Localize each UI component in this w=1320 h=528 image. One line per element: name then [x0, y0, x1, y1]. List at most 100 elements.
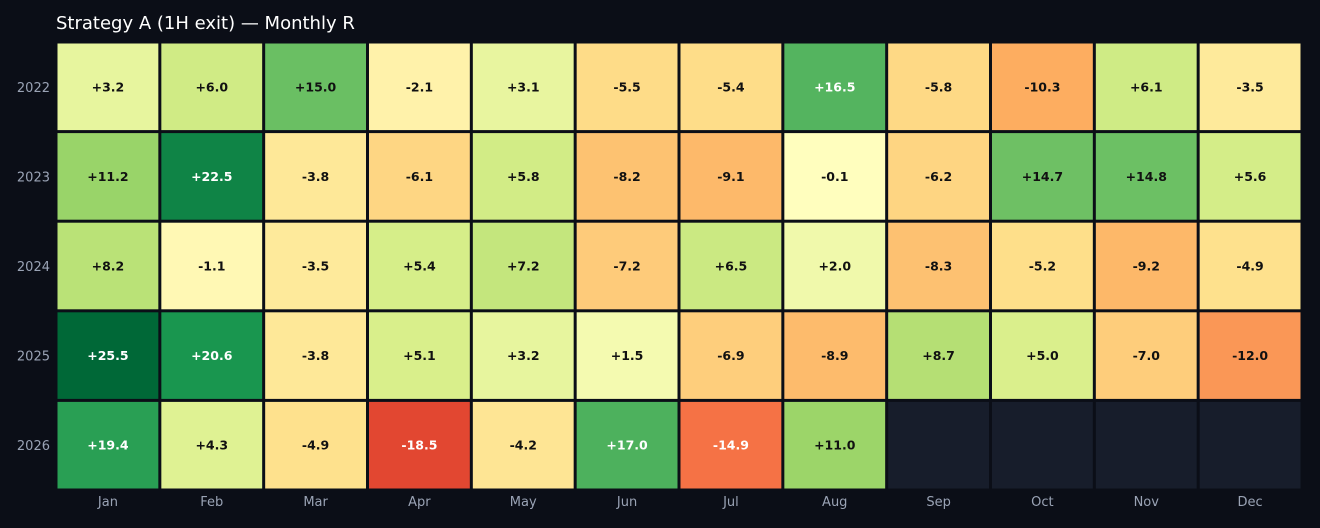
cell-2025-sep — [888, 312, 989, 399]
cell-2023-jul — [680, 133, 782, 220]
cell-label-2022-may: +3.1 — [507, 79, 540, 94]
cell-label-2026-jun: +17.0 — [606, 438, 648, 453]
cell-2026-jul — [680, 401, 782, 489]
cell-label-2022-jan: +3.2 — [92, 79, 125, 94]
cell-2024-jun — [576, 222, 678, 310]
cell-label-2025-mar: -3.8 — [302, 348, 329, 363]
cell-label-2026-jan: +19.4 — [87, 438, 129, 453]
cell-2024-dec — [1199, 222, 1301, 310]
cell-2025-feb — [161, 312, 263, 399]
cell-2024-feb — [161, 222, 263, 310]
cell-2025-jan — [57, 312, 159, 399]
cell-label-2026-may: -4.2 — [510, 438, 537, 453]
cell-2024-nov — [1095, 222, 1197, 310]
cell-label-2024-may: +7.2 — [507, 259, 540, 274]
cell-2024-jul — [680, 222, 782, 310]
cell-2023-apr — [369, 133, 470, 220]
cell-label-2025-jun: +1.5 — [611, 348, 644, 363]
chart-title: Strategy A (1H exit) — Monthly R — [56, 13, 355, 34]
cell-label-2025-apr: +5.1 — [403, 348, 436, 363]
cell-label-2024-nov: -9.2 — [1133, 259, 1160, 274]
column-label-jan: Jan — [97, 495, 118, 510]
cell-label-2024-apr: +5.4 — [403, 259, 436, 274]
row-label-2023: 2023 — [17, 170, 50, 185]
cell-label-2024-dec: -4.9 — [1236, 259, 1263, 274]
row-label-2022: 2022 — [17, 81, 50, 96]
cell-2025-jun — [576, 312, 678, 399]
cell-label-2022-mar: +15.0 — [295, 79, 337, 94]
cell-2026-dec — [1199, 401, 1301, 489]
cell-2022-oct — [992, 43, 1093, 131]
cell-label-2024-feb: -1.1 — [198, 259, 225, 274]
cell-2024-sep — [888, 222, 989, 310]
cell-label-2026-feb: +4.3 — [195, 438, 228, 453]
cell-2026-jan — [57, 401, 159, 489]
cell-label-2022-jul: -5.4 — [717, 79, 745, 94]
cell-2026-may — [472, 401, 574, 489]
cell-label-2023-jul: -9.1 — [717, 169, 744, 184]
cell-label-2022-oct: -10.3 — [1024, 79, 1060, 94]
cell-2025-nov — [1095, 312, 1197, 399]
heatmap-cells: +3.2 +6.0 +15.0 -2.1 +3.1 -5.5 -5.4 +16.5 -5.8 -1… — [57, 43, 1301, 489]
cell-2026-feb — [161, 401, 263, 489]
cell-2022-jan — [57, 43, 159, 131]
cell-2022-apr — [369, 43, 470, 131]
cell-label-2023-dec: +5.6 — [1234, 169, 1267, 184]
cell-label-2025-jan: +25.5 — [87, 348, 128, 363]
cell-2023-aug — [784, 133, 886, 220]
cell-label-2024-mar: -3.5 — [302, 259, 329, 274]
cell-2023-oct — [992, 133, 1093, 220]
cell-2026-aug — [784, 401, 886, 489]
cell-label-2024-oct: -5.2 — [1029, 259, 1056, 274]
cell-2024-apr — [369, 222, 470, 310]
cell-label-2023-sep: -6.2 — [925, 169, 952, 184]
cell-label-2026-aug: +11.0 — [814, 438, 856, 453]
cell-label-2025-nov: -7.0 — [1133, 348, 1161, 363]
cell-2023-dec — [1199, 133, 1301, 220]
cell-2026-oct — [992, 401, 1093, 489]
cell-label-2026-apr: -18.5 — [401, 438, 437, 453]
cell-label-2024-jun: -7.2 — [613, 259, 640, 274]
cell-2023-mar — [265, 133, 366, 220]
cell-label-2022-apr: -2.1 — [406, 79, 433, 94]
cell-2023-nov — [1095, 133, 1197, 220]
cell-2025-mar — [265, 312, 366, 399]
cell-2022-jul — [680, 43, 782, 131]
cell-label-2023-jun: -8.2 — [613, 169, 640, 184]
cell-2022-sep — [888, 43, 989, 131]
cell-2023-sep — [888, 133, 989, 220]
cell-2025-may — [472, 312, 574, 399]
cell-2022-dec — [1199, 43, 1301, 131]
cell-label-2022-dec: -3.5 — [1236, 79, 1263, 94]
cell-2023-feb — [161, 133, 263, 220]
cell-2024-aug — [784, 222, 886, 310]
cell-label-2025-may: +3.2 — [507, 348, 540, 363]
cell-label-2023-may: +5.8 — [507, 169, 540, 184]
cell-2026-apr — [369, 401, 470, 489]
cell-2024-jan — [57, 222, 159, 310]
cell-label-2023-jan: +11.2 — [87, 169, 128, 184]
cell-label-2026-jul: -14.9 — [713, 438, 749, 453]
column-label-dec: Dec — [1238, 495, 1263, 510]
cell-2022-mar — [265, 43, 366, 131]
cell-label-2023-oct: +14.7 — [1022, 169, 1063, 184]
column-label-may: May — [510, 495, 537, 510]
column-label-apr: Apr — [408, 495, 431, 510]
cell-label-2025-aug: -8.9 — [821, 348, 848, 363]
column-label-sep: Sep — [926, 495, 951, 510]
cell-2026-nov — [1095, 401, 1197, 489]
cell-2026-sep — [888, 401, 989, 489]
column-label-oct: Oct — [1031, 495, 1053, 510]
cell-label-2024-jul: +6.5 — [715, 259, 748, 274]
x-axis-tick-labels: Jan Feb Mar Apr May Jun Jul Aug Sep Oct Nov Dec — [97, 495, 1263, 510]
cell-label-2023-nov: +14.8 — [1126, 169, 1167, 184]
cell-2023-may — [472, 133, 574, 220]
cell-label-2022-aug: +16.5 — [814, 79, 855, 94]
column-label-mar: Mar — [303, 495, 328, 510]
cell-2025-jul — [680, 312, 782, 399]
cell-2022-feb — [161, 43, 263, 131]
cell-2026-mar — [265, 401, 366, 489]
cell-label-2022-feb: +6.0 — [195, 79, 228, 94]
cell-label-2023-mar: -3.8 — [302, 169, 329, 184]
cell-label-2023-aug: -0.1 — [821, 169, 848, 184]
